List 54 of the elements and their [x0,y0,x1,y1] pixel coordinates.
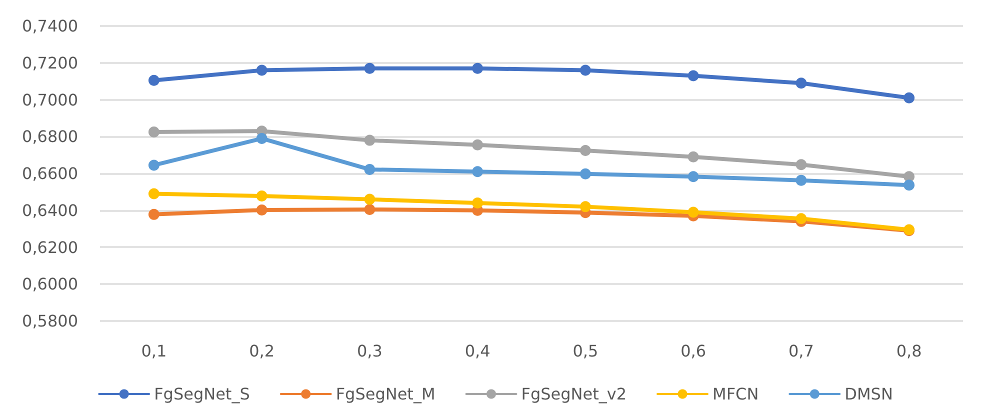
y-tick-label: 0,7000 [22,90,78,110]
point [148,74,160,86]
point [148,188,160,200]
point [472,166,484,178]
point [688,171,699,182]
point [796,78,807,89]
point [580,201,591,212]
legend-label: DMSN [844,384,893,404]
point [148,160,160,171]
point [796,159,807,170]
point [688,151,699,162]
y-tick-label: 0,7400 [22,16,78,36]
x-tick-label: 0,7 [788,342,814,360]
legend-label: FgSegNet_M [336,384,436,404]
y-tick-label: 0,5800 [22,312,78,330]
point [796,213,807,224]
point [256,190,268,202]
x-tick-label: 0,3 [356,342,382,360]
point [904,92,915,104]
point [364,62,376,74]
legend-label: FgSegNet_S [154,384,250,404]
point [580,168,591,180]
y-tick-label: 0,7200 [22,53,78,72]
point [472,198,484,208]
point [364,204,376,215]
x-tick-label: 0,6 [680,342,706,360]
point [580,64,591,76]
y-tick-label: 0,6600 [22,164,78,183]
point [256,132,268,144]
y-tick-label: 0,6000 [22,274,78,294]
y-tick-label: 0,6800 [22,127,78,146]
point [364,194,376,205]
point [256,204,268,216]
point [148,208,160,220]
x-tick-label: 0,8 [896,342,922,360]
point [688,70,699,82]
point [256,64,268,76]
y-tick-label: 0,6400 [22,200,78,220]
x-tick-label: 0,1 [141,342,167,360]
point [472,62,484,74]
point [364,134,376,146]
y-tick-label: 0,6200 [22,238,78,257]
point [688,206,699,218]
point [904,180,915,191]
point [472,139,484,150]
x-tick-label: 0,4 [464,342,490,360]
point [364,164,376,175]
point [796,174,807,186]
x-tick-label: 0,5 [572,342,598,360]
x-tick-label: 0,2 [249,342,275,360]
legend-label: FgSegNet_v2 [521,384,627,404]
point [580,144,591,156]
legend-label: MFCN [712,384,759,404]
point [148,126,160,138]
